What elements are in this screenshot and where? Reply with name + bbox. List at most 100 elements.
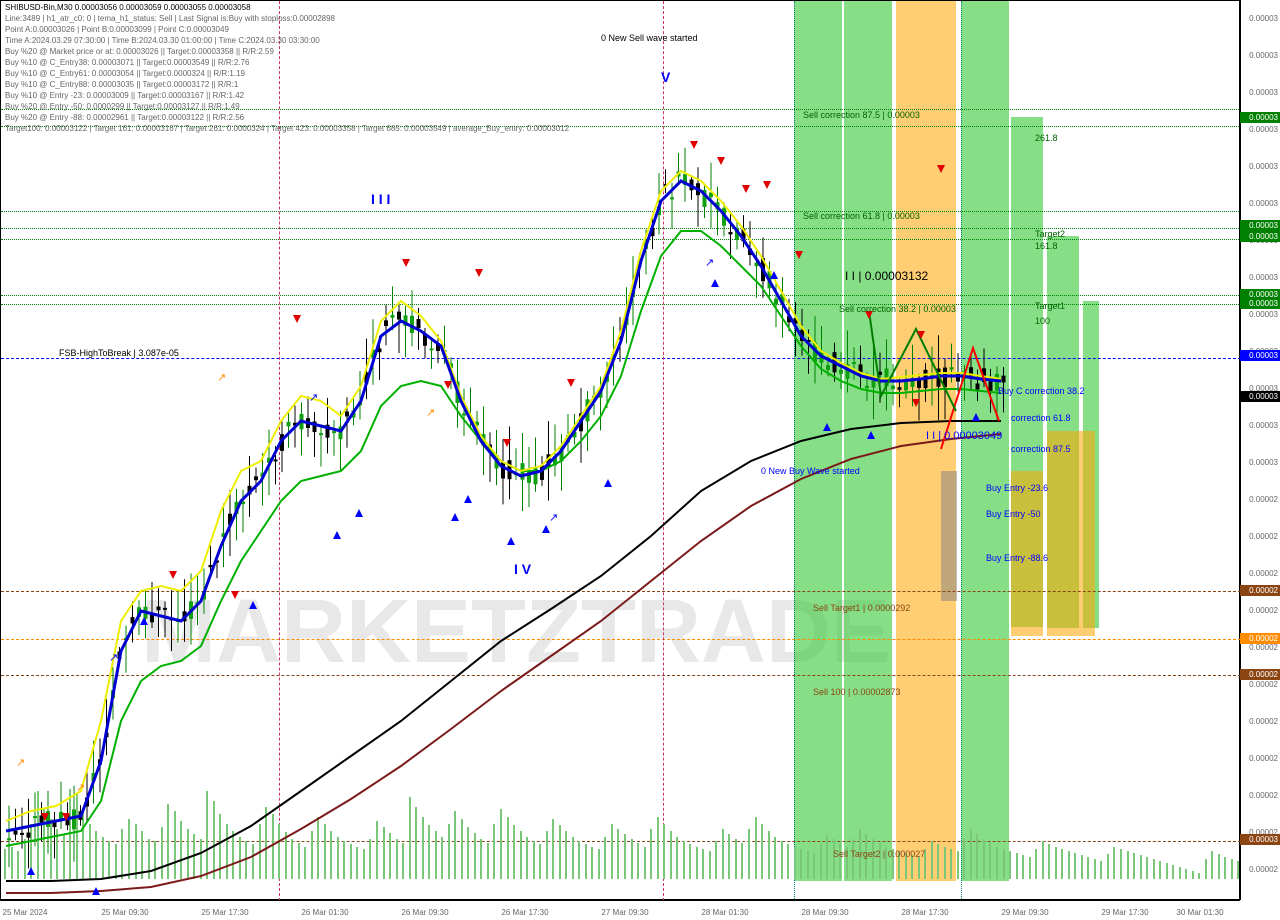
volume-bar (715, 841, 717, 879)
volume-bar (409, 797, 411, 879)
volume-bar (24, 839, 26, 879)
volume-bar (487, 843, 489, 879)
volume-bar (657, 817, 659, 879)
hline (1, 639, 1241, 640)
volume-bar (363, 849, 365, 879)
volume-bar (441, 837, 443, 879)
y-tick-marker: 0.00003 (1240, 391, 1280, 402)
volume-bar (963, 839, 965, 879)
volume-bar (448, 824, 450, 879)
volume-bar (1146, 857, 1148, 879)
y-tick-label: 0.00003 (1249, 310, 1278, 319)
hline (1, 295, 1241, 296)
arrow-up-icon (249, 601, 257, 609)
volume-bar (76, 794, 78, 879)
volume-bar (383, 827, 385, 879)
arrow-down-icon (475, 269, 483, 277)
hline (1, 591, 1241, 592)
chart-label: 161.8 (1035, 241, 1058, 251)
volume-bar (585, 844, 587, 879)
volume-bar (343, 841, 345, 879)
arrow-outline-icon: ↗ (76, 781, 85, 794)
volume-bar (252, 844, 254, 879)
y-tick-label: 0.00002 (1249, 865, 1278, 874)
chart-label: 0 New Buy Wave started (761, 466, 860, 476)
volume-bar (454, 811, 456, 879)
y-tick-marker: 0.00002 (1240, 585, 1280, 596)
volume-bar (317, 817, 319, 879)
volume-bar (1016, 853, 1018, 879)
volume-bar (82, 809, 84, 879)
volume-bar (578, 841, 580, 879)
volume-bar (278, 824, 280, 879)
arrow-outline-icon: ↗ (426, 406, 435, 419)
volume-bar (1166, 863, 1168, 879)
info-line: Point A:0.00003026 | Point B:0.00003099 … (5, 25, 229, 34)
volume-bar (1192, 871, 1194, 879)
volume-bar (135, 824, 137, 879)
volume-bar (983, 839, 985, 879)
vline (794, 1, 795, 901)
volume-bar (617, 829, 619, 879)
volume-bar (970, 829, 972, 879)
volume-bar (1120, 849, 1122, 879)
volume-bar (559, 825, 561, 879)
info-line: Buy %20 @ Entry -88: 0.00002961 || Targe… (5, 113, 244, 122)
volume-bar (63, 834, 65, 879)
arrow-down-icon (763, 181, 771, 189)
chart-label: Sell Target1 | 0.0000292 (813, 603, 910, 613)
volume-bar (311, 831, 313, 879)
volume-bar (781, 841, 783, 879)
volume-bar (683, 841, 685, 879)
volume-bar (148, 839, 150, 879)
chart-label: Buy C correction 38.2 (998, 386, 1085, 396)
arrow-down-icon (795, 251, 803, 259)
volume-bar (989, 843, 991, 879)
orange-zone (1047, 431, 1095, 636)
chart-label: I I | 0.00003132 (845, 269, 928, 283)
volume-bar (245, 841, 247, 879)
volume-bar (1198, 873, 1200, 879)
volume-bar (800, 849, 802, 879)
arrow-down-icon (742, 185, 750, 193)
volume-bar (833, 839, 835, 879)
arrow-down-icon (62, 813, 70, 821)
arrow-down-icon (717, 157, 725, 165)
info-line: Buy %20 @ Entry -50: 0.0000299 || Target… (5, 102, 240, 111)
volume-bar (89, 824, 91, 879)
volume-bar (1009, 851, 1011, 879)
volume-bar (957, 851, 959, 879)
x-tick-label: 29 Mar 09:30 (1001, 908, 1048, 917)
volume-bar (644, 847, 646, 879)
info-line: Buy %10 @ C_Entry61: 0.00003054 || Targe… (5, 69, 245, 78)
arrow-up-icon (464, 495, 472, 503)
volume-bar (826, 835, 828, 879)
y-tick-label: 0.00003 (1249, 125, 1278, 134)
volume-bar (389, 833, 391, 879)
y-tick-label: 0.00002 (1249, 532, 1278, 541)
volume-bar (702, 849, 704, 879)
y-tick-marker: 0.00003 (1240, 834, 1280, 845)
volume-bar (1153, 859, 1155, 879)
info-line: Buy %10 @ C_Entry88: 0.00003035 || Targe… (5, 80, 238, 89)
arrow-up-icon (770, 271, 778, 279)
volume-bar (565, 831, 567, 879)
volume-bar (748, 829, 750, 879)
volume-bar (1100, 861, 1102, 879)
volume-bar (161, 827, 163, 879)
hline (1, 358, 1241, 359)
volume-bar (206, 791, 208, 879)
volume-bar (1211, 851, 1213, 879)
volume-bar (461, 819, 463, 879)
volume-bar (761, 824, 763, 879)
chart-plot-area[interactable]: MARKETZTRADE ↗↗↗↗↗↗↗↗ 0 New Sell wave st… (0, 0, 1240, 900)
volume-bar (1081, 855, 1083, 879)
volume-bar (631, 839, 633, 879)
volume-bar (239, 837, 241, 879)
volume-bar (285, 832, 287, 879)
volume-bar (696, 847, 698, 879)
volume-bar (1068, 851, 1070, 879)
x-tick-label: 26 Mar 09:30 (401, 908, 448, 917)
info-line: Time A:2024.03.29 07:30:00 | Time B:2024… (5, 36, 320, 45)
y-tick-label: 0.00003 (1249, 421, 1278, 430)
